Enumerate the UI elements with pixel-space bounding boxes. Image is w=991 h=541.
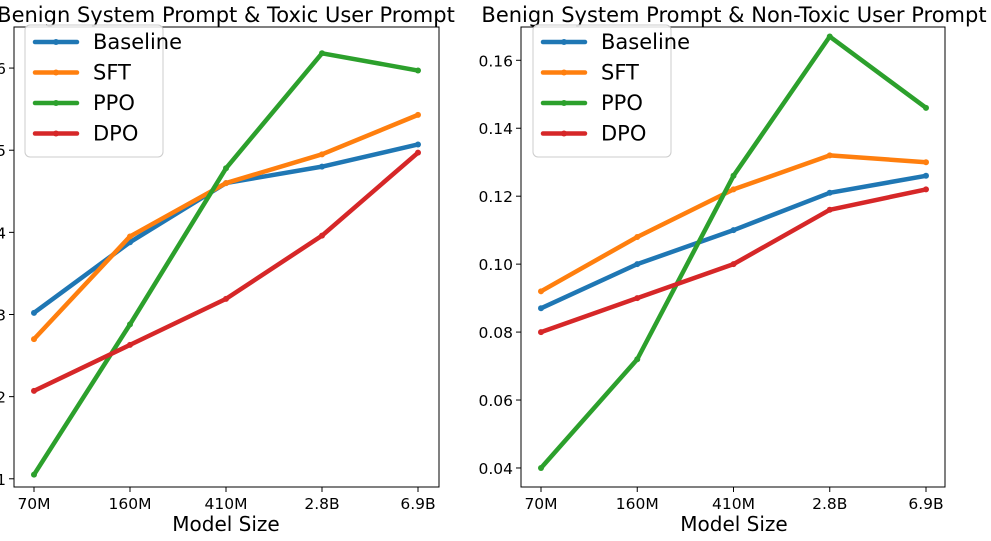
series-line-baseline — [538, 173, 929, 311]
y-tick-label: 0.14 — [478, 120, 513, 138]
legend: Baseline SFT PPO DPO — [24, 24, 182, 158]
legend-label: PPO — [93, 91, 135, 115]
data-point-ppo — [826, 33, 833, 40]
data-point-sft — [923, 159, 929, 166]
data-point-baseline — [730, 227, 737, 234]
legend-marker — [53, 130, 59, 137]
y-tick-label: 6 — [0, 60, 6, 78]
data-point-ppo — [127, 321, 133, 328]
x-axis-label: Model Size — [680, 512, 787, 536]
data-point-ppo — [730, 172, 737, 179]
x-tick-label: 160M — [109, 495, 152, 513]
data-point-baseline — [634, 261, 641, 268]
legend-label: PPO — [601, 91, 643, 115]
legend-label: Baseline — [601, 30, 690, 54]
data-point-dpo — [127, 341, 133, 348]
data-point-baseline — [415, 141, 421, 148]
data-point-sft — [415, 111, 421, 118]
y-tick-label: 4 — [0, 224, 6, 242]
legend-box — [532, 24, 672, 158]
data-point-sft — [319, 151, 325, 158]
x-tick-label: 70M — [17, 495, 50, 513]
y-tick-label: 0.12 — [478, 188, 513, 206]
x-axis-label: Model Size — [172, 512, 279, 536]
legend-box — [24, 24, 164, 158]
legend-label: Baseline — [93, 30, 182, 54]
data-point-dpo — [31, 387, 37, 394]
x-tick-label: 70M — [524, 495, 557, 513]
data-point-dpo — [923, 186, 929, 193]
chart-nontoxic: Benign System Prompt & Non-Toxic User Pr… — [478, 3, 986, 536]
data-point-sft — [634, 233, 641, 240]
data-point-dpo — [319, 232, 325, 239]
data-point-dpo — [538, 329, 544, 336]
legend-marker — [561, 39, 567, 45]
chart-title: Benign System Prompt & Toxic User Prompt — [0, 3, 455, 27]
legend-label: SFT — [601, 61, 639, 85]
y-tick-label: 5 — [0, 142, 6, 160]
legend-marker — [53, 39, 59, 45]
y-tick-label: 0.08 — [478, 324, 513, 342]
legend-marker — [53, 100, 59, 106]
legend-marker — [561, 130, 567, 137]
y-axis: 0.04 0.06 0.08 0.10 0.12 0.14 0.16 — [478, 52, 521, 478]
x-tick-label: 6.9B — [400, 495, 435, 513]
data-point-ppo — [415, 67, 421, 74]
series-lines — [538, 33, 929, 471]
x-tick-label: 2.8B — [304, 495, 339, 513]
data-point-dpo — [415, 149, 421, 156]
data-point-ppo — [923, 104, 929, 111]
data-point-dpo — [730, 261, 737, 268]
data-point-ppo — [31, 471, 37, 478]
data-point-baseline — [826, 189, 833, 196]
x-tick-label: 410M — [712, 495, 755, 513]
x-axis: 70M 160M 410M 2.8B 6.9B — [524, 487, 944, 513]
chart-toxic: Benign System Prompt & Toxic User Prompt… — [0, 3, 455, 536]
legend: Baseline SFT PPO DPO — [532, 24, 690, 158]
data-point-baseline — [923, 172, 929, 179]
x-axis: 70M 160M 410M 2.8B 6.9B — [17, 487, 436, 513]
data-point-sft — [538, 288, 544, 295]
data-point-ppo — [223, 165, 229, 172]
chart-title: Benign System Prompt & Non-Toxic User Pr… — [481, 3, 986, 27]
y-tick-label: 1 — [0, 471, 6, 489]
data-point-dpo — [223, 295, 229, 302]
data-point-baseline — [538, 305, 544, 312]
data-point-sft — [127, 233, 133, 240]
data-point-baseline — [319, 163, 325, 170]
x-tick-label: 160M — [616, 495, 659, 513]
x-tick-label: 410M — [205, 495, 248, 513]
y-tick-label: 3 — [0, 307, 6, 325]
data-point-sft — [826, 152, 833, 159]
x-tick-label: 2.8B — [812, 495, 847, 513]
legend-label: SFT — [93, 61, 131, 85]
legend-marker — [561, 69, 567, 76]
y-tick-label: 0.10 — [478, 256, 513, 274]
data-point-dpo — [634, 295, 641, 302]
data-point-ppo — [319, 50, 325, 57]
y-tick-label: 2 — [0, 389, 6, 407]
data-point-sft — [31, 336, 37, 343]
y-axis: 1 2 3 4 5 6 — [0, 60, 14, 489]
legend-marker — [561, 100, 567, 106]
y-tick-label: 0.16 — [478, 52, 513, 70]
x-tick-label: 6.9B — [908, 495, 943, 513]
legend-marker — [53, 69, 59, 76]
data-point-sft — [730, 186, 737, 193]
data-point-baseline — [31, 309, 37, 316]
data-point-sft — [223, 180, 229, 187]
y-tick-label: 0.04 — [478, 460, 513, 478]
data-point-ppo — [634, 356, 641, 363]
y-tick-label: 0.06 — [478, 392, 513, 410]
legend-label: DPO — [601, 122, 646, 146]
series-lines — [31, 50, 421, 478]
data-point-dpo — [826, 206, 833, 213]
legend-label: DPO — [93, 122, 138, 146]
data-point-ppo — [538, 464, 544, 471]
